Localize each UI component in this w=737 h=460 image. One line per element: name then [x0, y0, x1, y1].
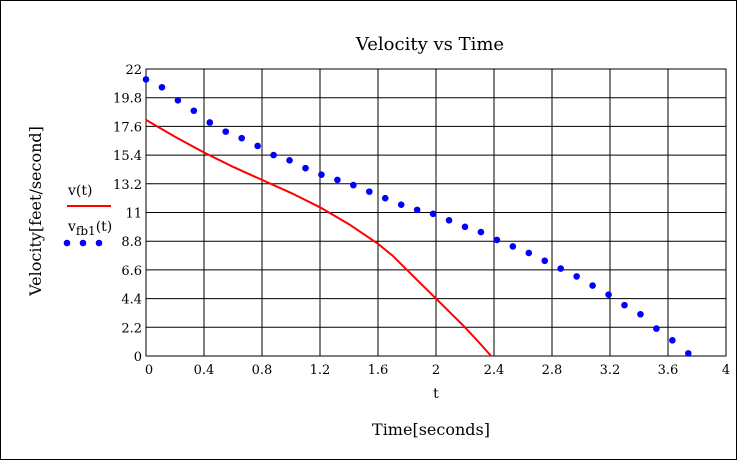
data-point-vfb1: [397, 201, 405, 208]
y-tick-label: 2.2: [121, 321, 142, 336]
y-tick-label: 17.6: [113, 120, 142, 135]
data-point-vfb1: [350, 181, 357, 189]
data-point-vfb1: [254, 142, 261, 150]
y-tick-label: 22: [125, 63, 142, 78]
x-tick-label: 1.2: [310, 363, 331, 378]
x-tick-labels: 0 0.4 0.8 1.2 1.6 2 2.4 2.8 3.2 3.6 4: [145, 363, 730, 378]
series-layer: [142, 76, 692, 357]
data-point-vfb1: [557, 265, 564, 272]
x-tick-label: 0.4: [194, 363, 215, 378]
data-point-vfb1: [270, 151, 277, 159]
data-point-vfb1: [477, 228, 485, 236]
data-point-vfb1: [222, 128, 230, 135]
data-point-vfb1: [461, 223, 469, 231]
y-tick-label: 4.4: [121, 293, 142, 308]
data-point-vfb1: [669, 337, 676, 344]
y-axis-label: Velocity[feet/second]: [26, 126, 45, 297]
chart-title: Velocity vs Time: [355, 34, 504, 55]
x-tick-label: 1.6: [368, 363, 389, 378]
data-point-vfb1: [286, 157, 293, 164]
data-point-vfb1: [653, 325, 660, 332]
x-axis-label: Time[seconds]: [372, 420, 490, 439]
legend-swatch-vfb1: [95, 239, 103, 247]
data-point-vfb1: [190, 107, 198, 115]
data-point-vfb1: [413, 206, 421, 214]
data-point-vfb1: [621, 301, 628, 309]
y-tick-labels: 0 2.2 4.4 6.6 8.8 11 13.2 15.4 17.6 19.8 22: [113, 63, 142, 365]
x-tick-label: 2.4: [484, 363, 505, 378]
data-point-vfb1: [158, 83, 166, 91]
data-point-vfb1: [381, 194, 389, 202]
data-point-vfb1: [509, 243, 517, 250]
data-point-vfb1: [605, 291, 612, 298]
data-point-vfb1: [174, 97, 182, 104]
data-point-vfb1: [206, 119, 214, 126]
legend-swatch-vfb1: [79, 239, 87, 247]
x-tick-label: 0: [145, 363, 153, 378]
data-point-vfb1: [334, 176, 341, 184]
legend-swatch-vfb1: [63, 239, 71, 247]
x-variable-label: t: [433, 386, 439, 402]
data-point-vfb1: [525, 249, 533, 257]
data-point-vfb1: [493, 236, 501, 244]
x-tick-label: 0.8: [252, 363, 273, 378]
x-tick-label: 3.6: [658, 363, 679, 378]
data-point-vfb1: [429, 210, 437, 218]
y-tick-label: 8.8: [121, 235, 142, 250]
legend-label-vfb1: vfb1(t): [67, 219, 112, 238]
data-point-vfb1: [685, 350, 692, 357]
data-point-vfb1: [637, 310, 644, 318]
data-point-vfb1: [589, 282, 596, 289]
data-point-vfb1: [366, 188, 373, 195]
series-line-v: [145, 119, 492, 357]
data-point-vfb1: [238, 134, 245, 142]
y-tick-label: 15.4: [113, 149, 142, 164]
plot-border: [145, 68, 727, 357]
data-point-vfb1: [445, 217, 453, 224]
x-tick-label: 2: [432, 363, 440, 378]
y-tick-label: 0: [134, 350, 142, 365]
y-tick-label: 6.6: [121, 264, 142, 279]
data-point-vfb1: [302, 164, 309, 172]
y-tick-label: 19.8: [113, 92, 142, 107]
x-tick-label: 4: [722, 363, 730, 378]
y-tick-label: 11: [125, 207, 142, 222]
x-tick-label: 3.2: [600, 363, 621, 378]
y-tick-label: 13.2: [113, 178, 142, 193]
data-point-vfb1: [318, 171, 325, 178]
legend-label-v: v(t): [67, 183, 92, 199]
data-point-vfb1: [541, 257, 549, 265]
x-tick-label: 2.8: [542, 363, 563, 378]
legend: v(t) vfb1(t): [63, 183, 112, 247]
data-point-vfb1: [142, 76, 150, 83]
data-point-vfb1: [573, 273, 580, 280]
